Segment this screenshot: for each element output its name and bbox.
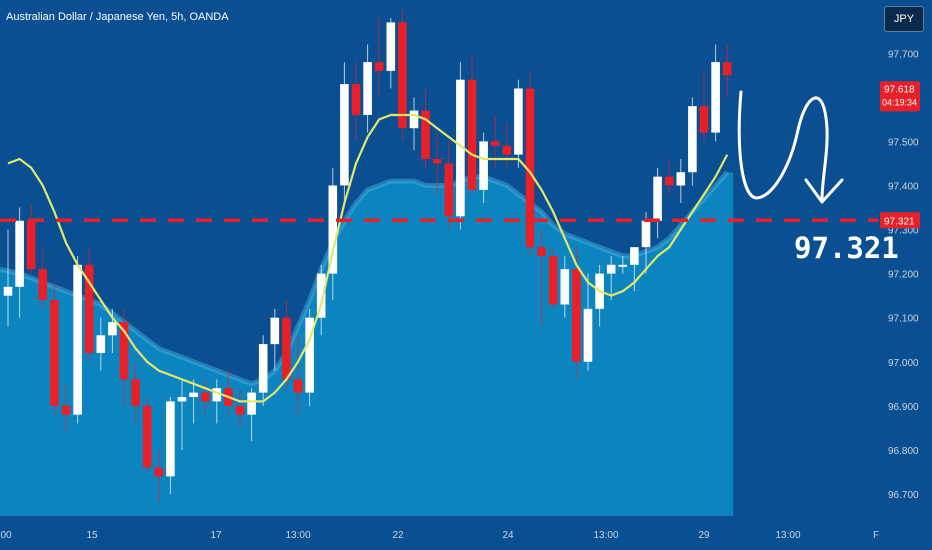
candle <box>630 247 639 265</box>
candle <box>386 22 396 71</box>
candle <box>305 317 314 393</box>
x-tick-label: 00 <box>0 530 12 541</box>
candle <box>398 22 407 129</box>
candle <box>374 62 384 71</box>
candle <box>293 379 303 393</box>
candle <box>26 220 36 270</box>
x-tick-label: 17 <box>210 530 222 541</box>
x-tick-label: 24 <box>502 530 514 541</box>
candle <box>131 379 140 406</box>
candle <box>282 317 291 380</box>
candle <box>38 269 48 301</box>
y-tick-label: 97.400 <box>888 181 919 192</box>
x-tick-label: 13:00 <box>593 530 618 541</box>
candle <box>548 255 558 305</box>
y-tick-label: 97.100 <box>888 314 919 325</box>
candle <box>560 269 570 305</box>
candle <box>444 163 454 217</box>
candle <box>15 220 24 287</box>
x-tick-label: 13:00 <box>775 530 800 541</box>
candle <box>502 145 512 155</box>
candle <box>212 388 222 402</box>
candle <box>177 397 187 402</box>
candle <box>606 264 616 274</box>
candle <box>235 405 245 415</box>
candle <box>409 110 419 129</box>
y-tick-label: 96.900 <box>888 402 919 413</box>
candle <box>363 62 372 115</box>
x-tick-label: 29 <box>698 530 710 541</box>
x-tick-label: 22 <box>392 530 404 541</box>
candle <box>200 392 210 402</box>
chart-title: Australian Dollar / Japanese Yen, 5h, OA… <box>6 11 229 23</box>
candle <box>618 264 628 267</box>
current-price-text: 97.618 <box>884 84 915 95</box>
target-price-tag <box>880 212 920 229</box>
candle <box>50 300 59 406</box>
candle <box>537 247 546 256</box>
target-price-text: 97.321 <box>884 216 915 227</box>
moving-average-line <box>7 113 729 403</box>
y-tick-label: 96.700 <box>888 490 919 501</box>
candle <box>456 79 465 217</box>
candle <box>722 62 732 76</box>
candle <box>154 467 164 477</box>
candle <box>467 79 477 190</box>
candle <box>119 322 129 380</box>
candle <box>61 405 71 415</box>
candle <box>490 141 500 146</box>
candle <box>351 84 361 115</box>
y-tick-label: 97.700 <box>888 49 919 60</box>
candle <box>73 264 82 415</box>
candle <box>3 286 13 296</box>
x-tick-label: 13:00 <box>285 530 310 541</box>
target-price-label: 97.321 <box>794 231 899 265</box>
candle <box>432 159 442 164</box>
y-tick-label: 97.200 <box>888 270 919 281</box>
candle <box>572 269 581 362</box>
candle <box>421 110 430 160</box>
price-tags: 97.618 04:19:34 97.321 <box>880 81 920 229</box>
candle <box>653 176 662 221</box>
candle <box>258 344 268 393</box>
time-axis[interactable]: 00 15 17 13:00 22 24 13:00 29 13:00 F <box>0 530 879 541</box>
candle <box>699 106 709 133</box>
candle <box>247 392 256 415</box>
candle <box>108 322 117 336</box>
candle <box>270 317 280 345</box>
candle <box>189 392 198 398</box>
candle <box>525 88 535 248</box>
candle <box>96 335 106 353</box>
candle <box>664 176 674 186</box>
forecast-arrowhead <box>804 178 844 204</box>
x-tick-label: F <box>873 530 879 541</box>
currency-button[interactable]: JPY <box>884 6 924 32</box>
y-tick-label: 97.300 <box>888 226 919 237</box>
forecast-arrow <box>737 90 829 202</box>
candle <box>142 405 152 468</box>
candle <box>340 84 349 186</box>
candle <box>479 141 488 190</box>
y-tick-label: 96.800 <box>888 446 919 457</box>
candle <box>316 273 326 318</box>
current-price-tag <box>880 81 920 112</box>
candle <box>583 308 593 362</box>
x-tick-label: 15 <box>86 530 98 541</box>
y-tick-label: 97.500 <box>888 137 919 148</box>
y-tick-label: 97.000 <box>888 358 919 369</box>
countdown-text: 04:19:34 <box>882 97 917 107</box>
candle <box>166 401 175 477</box>
candle <box>84 264 94 353</box>
candle <box>641 220 651 248</box>
candle <box>514 88 523 155</box>
candle <box>711 62 720 133</box>
candle <box>328 185 338 274</box>
candle <box>688 106 697 173</box>
candle <box>676 172 686 186</box>
